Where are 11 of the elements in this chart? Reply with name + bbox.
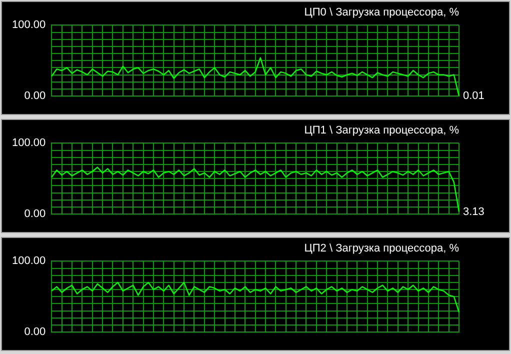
- y-tick-label: 0.00: [24, 326, 46, 338]
- chart-title: ЦП0 \ Загрузка процессора, %: [304, 6, 460, 19]
- chart-title: ЦП1 \ Загрузка процессора, %: [304, 124, 460, 137]
- y-tick-label: 100.00: [12, 137, 46, 150]
- y-tick-label: 100.00: [12, 255, 46, 268]
- y-tick-label: 100.00: [12, 19, 46, 32]
- data-label: 3.13: [463, 206, 484, 218]
- y-tick-label: 0.00: [24, 90, 46, 102]
- y-tick-label: 0.00: [24, 208, 46, 220]
- data-label: 0.01: [463, 90, 484, 102]
- chart-title: ЦП2 \ Загрузка процессора, %: [304, 242, 460, 255]
